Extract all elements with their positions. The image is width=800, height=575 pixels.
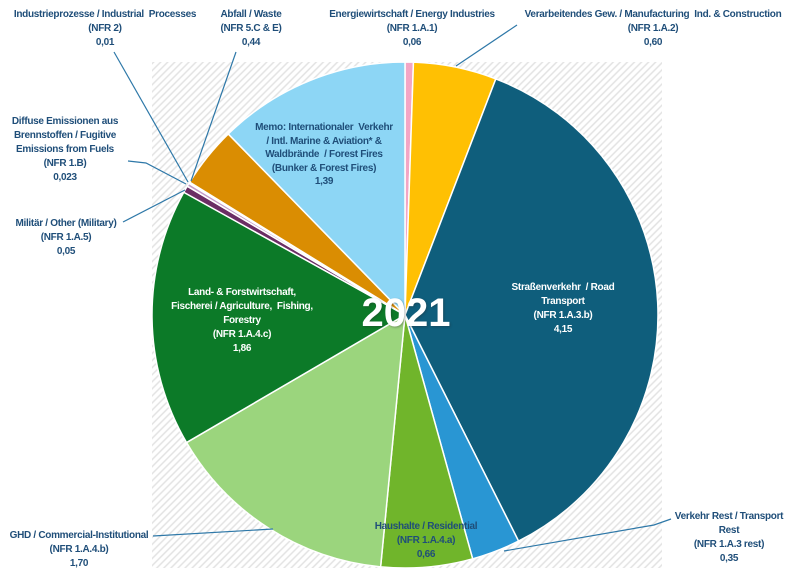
label-line: 4,15 xyxy=(553,324,573,335)
callout-line: Militär / Other (Military) xyxy=(15,218,117,229)
callout-line: 0,35 xyxy=(719,553,739,564)
callout-line: 0,44 xyxy=(241,37,261,48)
label-line: / Intl. Marine & Aviation* & xyxy=(266,135,382,147)
callout-line: Brennstoffen / Fugitive xyxy=(14,130,116,141)
callout-line: (NFR 1.A.5) xyxy=(40,232,92,243)
pie-slices xyxy=(151,61,659,569)
callout-line: 0,06 xyxy=(402,37,422,48)
label-line: Waldbrände / Forest Fires xyxy=(265,149,383,160)
callout-line: 0,05 xyxy=(56,246,76,257)
callout-line: (NFR 1.A.2) xyxy=(627,23,679,34)
callout-line: (NFR 1.A.3 rest) xyxy=(693,539,765,550)
label-line: Forestry xyxy=(223,315,261,326)
callout-line: GHD / Commercial-Institutional xyxy=(9,530,149,541)
leader-lines xyxy=(113,24,672,552)
label-line: Haushalte / Residential xyxy=(374,521,478,532)
leader-line-verarbeitendes_gewerbe xyxy=(455,24,518,67)
leader-line-militaer xyxy=(122,189,186,223)
callout-line: (NFR 1.A.4.b) xyxy=(49,544,109,555)
label-land-forstwirtschaft: Land- & Forstwirtschaft, Fischerei / Agr… xyxy=(171,286,313,356)
leader-line-verkehr_rest xyxy=(503,518,672,552)
label-line: 1,39 xyxy=(314,176,334,187)
leader-line-diffuse_emissionen xyxy=(127,160,187,185)
callout-line: (NFR 1.B) xyxy=(43,158,87,169)
pie-slice-ghd[interactable] xyxy=(185,314,406,568)
label-line: Fischerei / Agriculture, Fishing, xyxy=(171,301,313,312)
label-line: (Bunker & Forest Fires) xyxy=(271,162,377,174)
pie-slice-strassenverkehr[interactable] xyxy=(404,78,659,542)
label-line: Land- & Forstwirtschaft, xyxy=(188,287,296,298)
label-strassenverkehr: Straßenverkehr / Road Transport (NFR 1.A… xyxy=(512,281,615,337)
callout-diffuse-emissionen: Diffuse Emissionen aus Brennstoffen / Fu… xyxy=(11,115,119,185)
callout-verkehr-rest: Verkehr Rest / Transport Rest (NFR 1.A.3… xyxy=(674,510,784,566)
callout-line: (NFR 5.C & E) xyxy=(220,23,282,34)
callout-line: (NFR 2) xyxy=(88,23,122,34)
label-line: 0,66 xyxy=(416,549,436,560)
callout-line: 0,01 xyxy=(95,37,115,48)
callout-energiewirtschaft: Energiewirtschaft / Energy Industries (N… xyxy=(329,8,495,50)
callout-militaer: Militär / Other (Military) (NFR 1.A.5) 0… xyxy=(15,217,116,259)
callout-abfall: Abfall / Waste (NFR 5.C & E) 0,44 xyxy=(220,8,281,50)
leader-line-abfall xyxy=(190,51,237,182)
label-memo-international: Memo: Internationaler Verkehr / Intl. Ma… xyxy=(255,121,393,189)
callout-line: Emissions from Fuels xyxy=(16,144,114,155)
label-line: Memo: Internationaler Verkehr xyxy=(255,122,393,133)
label-line: Straßenverkehr / Road xyxy=(511,282,615,293)
callout-line: Industrieprozesse / Industrial Processes xyxy=(13,9,197,20)
callout-line: Diffuse Emissionen aus xyxy=(11,116,119,127)
callout-line: Verarbeitendes Gew. / Manufacturing Ind.… xyxy=(524,9,782,20)
callout-line: (NFR 1.A.1) xyxy=(386,23,438,34)
callout-line: 0,60 xyxy=(643,37,663,48)
label-line: (NFR 1.A.3.b) xyxy=(533,310,593,321)
pie-slice-memo_international[interactable] xyxy=(227,61,406,316)
label-line: (NFR 1.A.4.c) xyxy=(212,329,272,340)
label-haushalte: Haushalte / Residential (NFR 1.A.4.a) 0,… xyxy=(375,520,478,562)
label-line: (NFR 1.A.4.a) xyxy=(396,535,456,546)
callout-line: Energiewirtschaft / Energy Industries xyxy=(329,9,495,20)
callout-line: 1,70 xyxy=(69,558,89,569)
label-line: 1,86 xyxy=(232,343,252,354)
leader-line-industrieprozesse xyxy=(113,51,189,183)
callout-line: Abfall / Waste xyxy=(220,9,282,20)
leader-line-ghd xyxy=(152,528,274,537)
callout-line: Verkehr Rest / Transport xyxy=(674,511,784,522)
callout-ghd: GHD / Commercial-Institutional (NFR 1.A.… xyxy=(10,529,149,571)
callout-verarbeitendes-gewerbe: Verarbeitendes Gew. / Manufacturing Ind.… xyxy=(525,8,782,50)
label-line: Transport xyxy=(541,296,585,307)
center-year-label: 2021 xyxy=(361,291,451,335)
pie-slice-land_forstwirtschaft[interactable] xyxy=(151,191,406,444)
callout-line: 0,023 xyxy=(53,172,77,183)
callout-line: Rest xyxy=(718,525,740,536)
callout-industrieprozesse: Industrieprozesse / Industrial Processes… xyxy=(13,8,197,50)
